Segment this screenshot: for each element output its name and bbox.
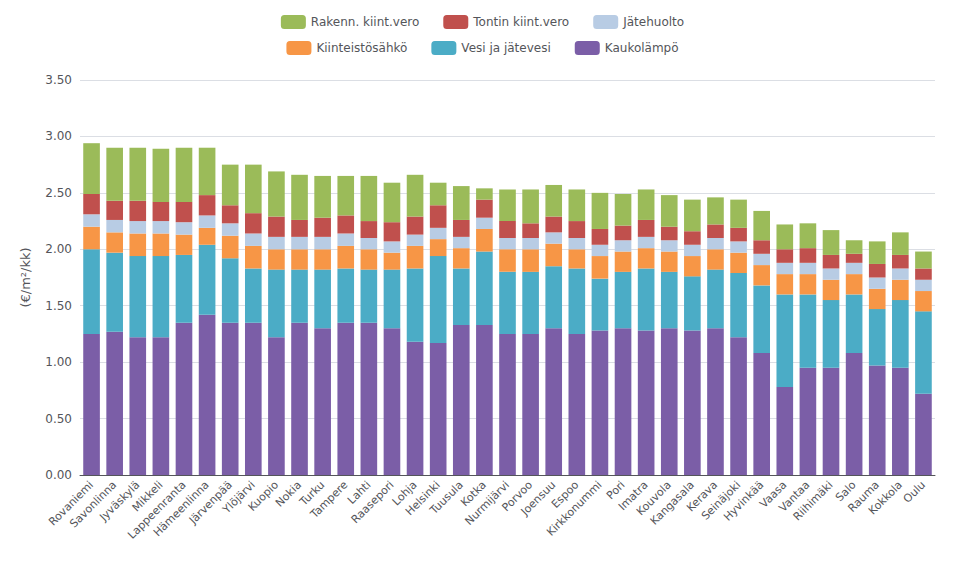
svg-text:Joensuu: Joensuu (518, 478, 559, 519)
svg-text:Tontin kiint.vero: Tontin kiint.vero (472, 15, 569, 29)
svg-text:Rovaniemi: Rovaniemi (46, 478, 97, 529)
svg-text:Espoo: Espoo (548, 478, 582, 511)
svg-text:2.00: 2.00 (45, 242, 72, 256)
svg-text:Jätehuolto: Jätehuolto (622, 15, 684, 29)
svg-text:1.00: 1.00 (45, 355, 72, 369)
svg-text:Hämeenlinna: Hämeenlinna (150, 478, 212, 540)
svg-text:Porvoo: Porvoo (499, 478, 536, 515)
svg-text:3.00: 3.00 (45, 129, 72, 143)
svg-text:3.50: 3.50 (45, 73, 72, 87)
svg-text:Imatra: Imatra (615, 478, 651, 514)
svg-text:0.00: 0.00 (45, 468, 72, 482)
svg-text:Kerava: Kerava (684, 478, 721, 515)
svg-text:Kokkola: Kokkola (866, 478, 905, 517)
svg-text:Kuopio: Kuopio (246, 478, 282, 514)
svg-text:Helsinki: Helsinki (403, 478, 443, 519)
svg-text:Riihimäki: Riihimäki (791, 478, 836, 523)
svg-text:Seinäjoki: Seinäjoki (698, 478, 744, 523)
svg-text:Rakenn. kiint.vero: Rakenn. kiint.vero (311, 15, 419, 29)
svg-text:Lappeenranta: Lappeenranta (125, 478, 189, 542)
svg-text:Kaukolämpö: Kaukolämpö (605, 41, 679, 55)
svg-text:Turku: Turku (297, 478, 328, 509)
svg-text:0.50: 0.50 (45, 412, 72, 426)
svg-text:Savonlinna: Savonlinna (67, 478, 120, 531)
svg-text:2.50: 2.50 (45, 186, 72, 200)
svg-text:Lahti: Lahti (345, 478, 374, 507)
svg-text:Raasepori: Raasepori (349, 478, 397, 526)
svg-text:Tuusula: Tuusula (427, 478, 466, 517)
svg-text:(€/m²/kk): (€/m²/kk) (18, 247, 33, 307)
svg-text:Vesi ja jätevesi: Vesi ja jätevesi (461, 41, 550, 55)
svg-text:Pori: Pori (603, 478, 628, 503)
svg-text:Mikkeli: Mikkeli (129, 478, 166, 515)
svg-text:Kangasala: Kangasala (647, 478, 697, 528)
svg-text:Tampere: Tampere (307, 478, 350, 521)
svg-text:Rauma: Rauma (845, 478, 882, 515)
svg-text:Salo: Salo (832, 478, 859, 505)
svg-text:Ylöjärvi: Ylöjärvi (220, 478, 258, 517)
svg-text:Vaasa: Vaasa (757, 478, 790, 511)
svg-text:Kirkkonummi: Kirkkonummi (544, 478, 604, 538)
svg-text:Kotka: Kotka (458, 478, 489, 510)
svg-text:Nokia: Nokia (273, 478, 304, 509)
svg-text:1.50: 1.50 (45, 299, 72, 313)
svg-text:Järvenpää: Järvenpää (186, 478, 235, 527)
svg-text:Lohja: Lohja (389, 478, 420, 509)
svg-text:Vantaa: Vantaa (776, 478, 813, 515)
svg-text:Nurmijärvi: Nurmijärvi (462, 478, 513, 528)
svg-text:Jyväskylä: Jyväskylä (97, 478, 143, 524)
svg-text:Kouvola: Kouvola (634, 478, 674, 519)
svg-text:Oulu: Oulu (901, 478, 928, 505)
svg-text:Hyvinkää: Hyvinkää (721, 478, 767, 524)
svg-text:Kiinteistösähkö: Kiinteistösähkö (316, 41, 407, 55)
